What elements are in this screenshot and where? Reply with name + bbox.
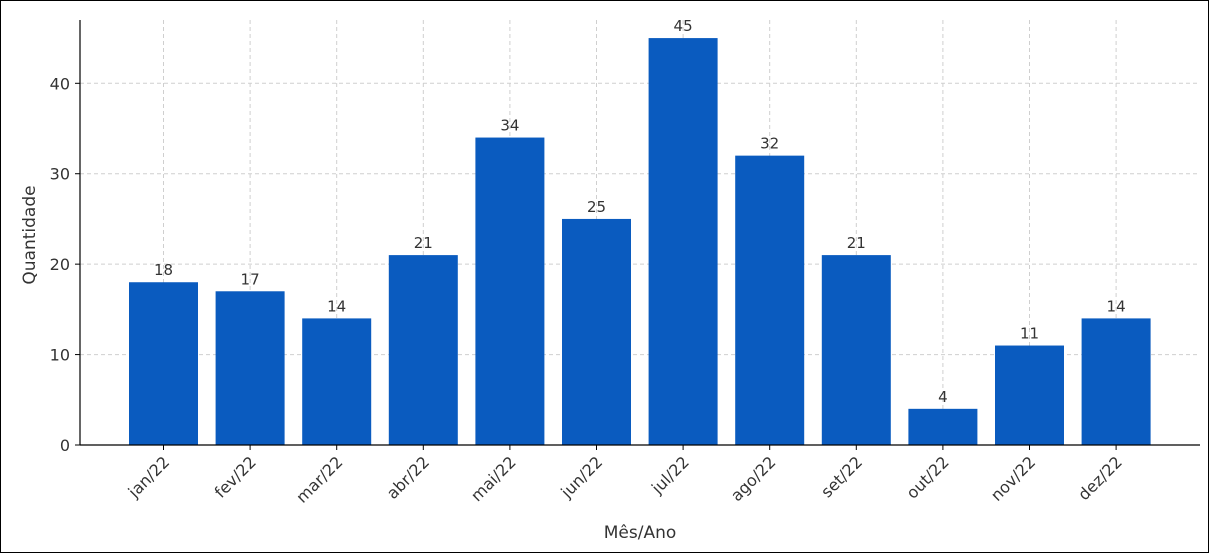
y-tick-label: 20 <box>50 255 70 274</box>
bar-jun-22 <box>562 218 631 445</box>
bar-value-label: 45 <box>674 17 693 35</box>
bar-value-label: 18 <box>154 261 173 279</box>
bar-mar-22 <box>302 318 372 445</box>
x-tick-label: jul/22 <box>647 452 693 498</box>
bar-fev-22 <box>215 291 285 445</box>
bar-jul-22 <box>648 38 718 445</box>
x-tick-label: out/22 <box>903 452 953 502</box>
bar-value-label: 17 <box>241 270 260 288</box>
data-labels: 18 17 14 21 34 25 45 32 21 4 11 14 <box>154 17 1126 406</box>
bar-value-label: 21 <box>847 234 866 252</box>
x-axis-title: Mês/Ano <box>604 523 677 543</box>
bar-mai-22 <box>475 137 545 445</box>
bar-ago-22 <box>735 155 805 445</box>
bar-abr-22 <box>388 255 458 445</box>
x-tick-label: dez/22 <box>1074 452 1126 504</box>
x-tick-label: set/22 <box>817 452 866 501</box>
x-tick-label: nov/22 <box>987 452 1039 504</box>
bar-nov-22 <box>995 345 1064 445</box>
x-tick-label: jan/22 <box>124 452 174 502</box>
x-tick-label: jun/22 <box>556 452 606 502</box>
y-axis-ticks: 0 10 20 30 40 <box>50 74 80 455</box>
bar-value-label: 14 <box>1107 297 1126 315</box>
y-tick-label: 10 <box>50 346 70 365</box>
bars <box>129 38 1151 445</box>
x-tick-label: abr/22 <box>383 452 433 502</box>
x-axis-ticks: jan/22 fev/22 mar/22 abr/22 mai/22 jun/22 jul/… <box>124 445 1126 507</box>
y-tick-label: 0 <box>60 436 70 455</box>
x-tick-label: fev/22 <box>211 452 260 501</box>
bar-value-label: 32 <box>760 135 779 153</box>
bar-dez-22 <box>1081 318 1151 445</box>
bar-jan-22 <box>129 282 198 445</box>
x-tick-label: mai/22 <box>467 452 520 505</box>
x-tick-label: mar/22 <box>292 452 346 506</box>
x-tick-label: ago/22 <box>727 452 780 505</box>
bar-value-label: 21 <box>414 234 433 252</box>
bar-value-label: 4 <box>938 388 948 406</box>
y-axis-title: Quantidade <box>20 185 40 284</box>
bar-out-22 <box>908 408 978 445</box>
y-tick-label: 30 <box>50 165 70 184</box>
bar-set-22 <box>821 255 891 445</box>
bar-value-label: 25 <box>587 198 606 216</box>
bar-value-label: 11 <box>1020 325 1039 343</box>
axes <box>79 20 1200 446</box>
y-tick-label: 40 <box>50 74 70 93</box>
bar-value-label: 34 <box>500 117 519 135</box>
bar-value-label: 14 <box>327 297 346 315</box>
